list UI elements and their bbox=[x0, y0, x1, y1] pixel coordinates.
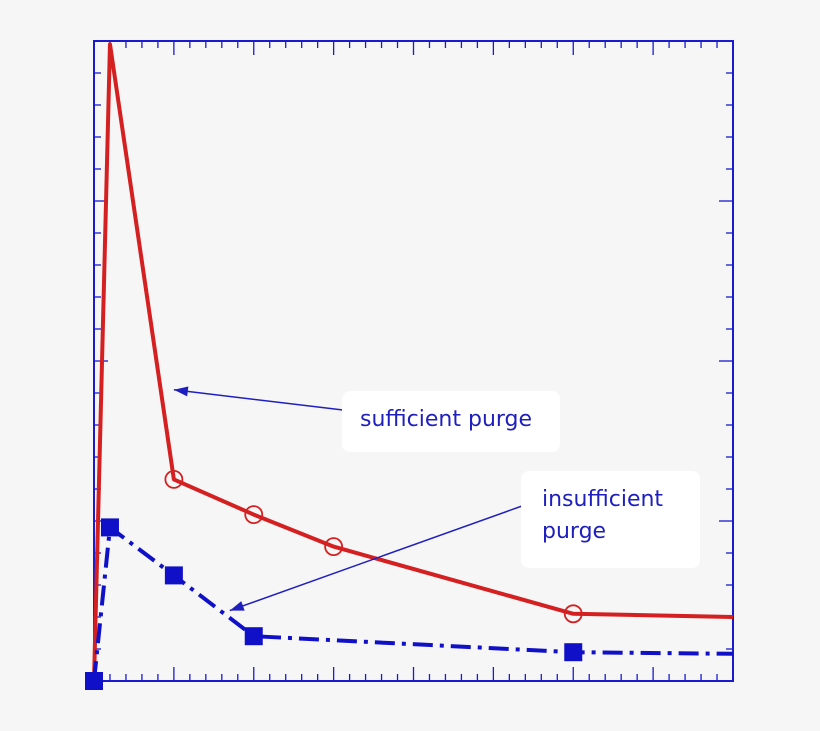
series-1-point bbox=[244, 627, 263, 646]
annotation-insufficient-purge-line2: purge bbox=[542, 519, 607, 544]
axis-ticks bbox=[93, 40, 734, 682]
plot-frame bbox=[93, 40, 734, 682]
annotation-insufficient-purge-line1: insufficient bbox=[542, 487, 664, 512]
chart-series bbox=[85, 42, 734, 690]
arrow-insufficient-purge-head bbox=[229, 601, 245, 611]
series-1-point bbox=[85, 672, 103, 690]
series-1-point bbox=[564, 643, 583, 662]
series-1-line bbox=[92, 525, 734, 682]
annotation-sufficient-purge: sufficient purge bbox=[342, 391, 560, 452]
series-1-point bbox=[164, 566, 183, 585]
annotation-arrows bbox=[173, 386, 523, 612]
series-0-point bbox=[563, 604, 583, 624]
series-0-point bbox=[324, 537, 344, 556]
series-1-point bbox=[100, 518, 119, 537]
annotation-sufficient-purge-text: sufficient purge bbox=[360, 407, 533, 432]
arrow-insufficient-purge-line bbox=[229, 505, 523, 612]
series-0-point bbox=[244, 505, 264, 524]
arrow-sufficient-purge-line bbox=[173, 389, 344, 411]
series-0-line bbox=[92, 42, 734, 682]
arrow-sufficient-purge-head bbox=[173, 386, 189, 397]
series-0-point bbox=[164, 469, 184, 489]
annotation-insufficient-purge: insufficient purge bbox=[521, 471, 700, 568]
